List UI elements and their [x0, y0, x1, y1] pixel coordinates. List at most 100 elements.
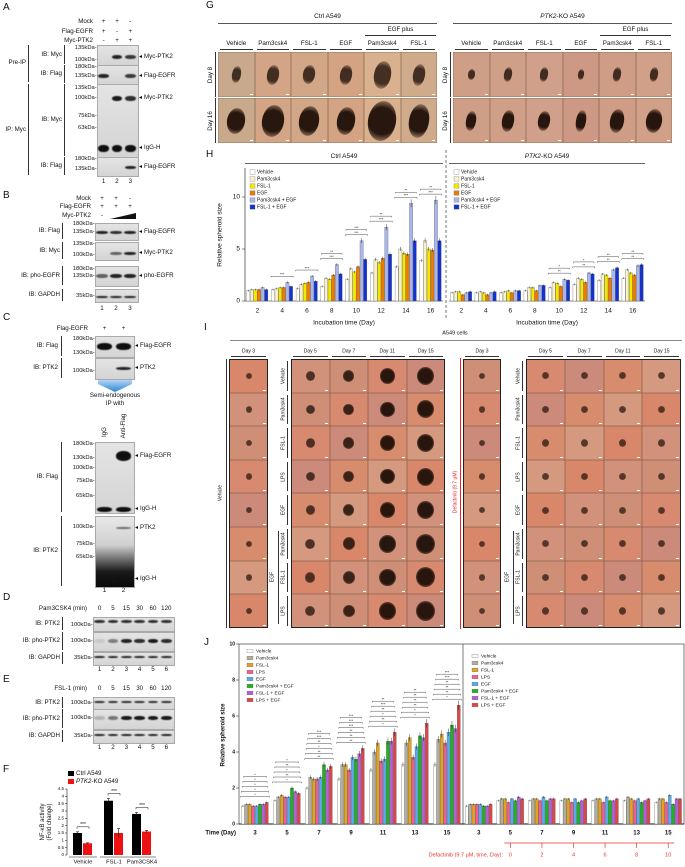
ib-label: IB: PTK2 [33, 363, 58, 371]
mw-marker: 135kDa- [74, 166, 97, 173]
spheroid [342, 604, 355, 618]
scale-bar [322, 94, 326, 95]
legend-label: Ctrl A549 [76, 770, 101, 776]
scale-bar [559, 591, 563, 593]
day-label: Day 11 [379, 348, 395, 355]
significance-bracket [369, 721, 397, 723]
significance-bracket [345, 234, 368, 236]
bracket-line [62, 223, 63, 239]
bar [325, 769, 330, 825]
spheroid [541, 540, 549, 548]
x-tick-label: 11 [602, 831, 609, 837]
scale-bar [630, 140, 634, 141]
legend-label: PTK2-KO A549 [76, 778, 118, 784]
scale-bar [637, 557, 641, 559]
significance-bracket [270, 276, 294, 278]
bar [384, 227, 389, 302]
spheroid [580, 607, 588, 615]
x-tick-label: 4 [484, 308, 488, 315]
row-bracket [215, 98, 216, 143]
scale-bar [598, 591, 602, 593]
x-tick-label: 7 [540, 831, 544, 837]
ib-label: IB: Myc [41, 115, 62, 123]
bar [531, 798, 536, 825]
spheroid [658, 540, 666, 548]
protein-band [124, 230, 136, 234]
spheroid [479, 607, 485, 615]
bracket-line [62, 289, 63, 301]
bar [289, 286, 293, 302]
bar [664, 802, 669, 825]
lane-number: 2 [114, 304, 118, 312]
significance-bracket [572, 266, 595, 269]
scale-bar [557, 94, 561, 95]
legend-label: Pam3csk4 + EGF [481, 688, 519, 694]
band-arrow-icon: ◂ [135, 341, 139, 349]
y-axis-title: Relative spheroid size [221, 703, 227, 767]
bar [566, 798, 570, 825]
bar [545, 800, 549, 825]
mw-marker: 180kDa- [72, 266, 95, 273]
band-label: Myc-PTK2 [144, 93, 173, 101]
band-arrow-icon: ◂ [135, 574, 139, 582]
lane-number: 2 [111, 665, 115, 673]
day-underline [408, 356, 443, 357]
ib-label: IB: Myc [39, 246, 60, 254]
y-tick-label: 0 [236, 298, 240, 305]
bar [306, 282, 311, 302]
significance-label: *** [80, 822, 86, 828]
legend-swatch [246, 663, 254, 667]
protein-band [134, 716, 145, 720]
y-tick-label: 8 [232, 677, 235, 683]
bracket-line [28, 84, 29, 175]
spheroid [580, 540, 588, 548]
legend-label: FSL-1 [481, 667, 494, 673]
spheroid [245, 406, 252, 413]
bar [523, 290, 528, 302]
bar [248, 804, 252, 825]
bar [621, 277, 626, 302]
day-label: Day 7 [342, 348, 356, 355]
bar [520, 798, 524, 825]
protein-band [147, 734, 159, 736]
bar [465, 805, 469, 825]
row-bracket [522, 461, 523, 492]
scale-bar [363, 389, 366, 391]
row-label: EGF [515, 505, 522, 516]
title-text: -KO A549 [556, 12, 585, 20]
row-label: Vehicle [515, 367, 522, 384]
category-label: Pam3CSK4 [127, 860, 158, 866]
significance-label: *** [445, 671, 450, 675]
spheroid [245, 372, 252, 379]
bar [283, 796, 287, 825]
spheroid [343, 437, 355, 449]
panel-label: B [3, 190, 10, 201]
bar [246, 290, 251, 302]
scale-bar [521, 140, 524, 141]
time-point: 30 [136, 604, 144, 612]
bar [290, 787, 294, 825]
bar [573, 798, 577, 825]
legend-label: Pam3csk4 [257, 176, 281, 182]
legend-label: EGF [461, 190, 471, 196]
bar [615, 267, 619, 302]
row-bracket [287, 361, 288, 391]
scale-bar [594, 94, 597, 95]
bar [83, 843, 92, 855]
y-tick-label: 4 [232, 749, 235, 755]
bar [377, 262, 381, 302]
x-tick-label: 14 [402, 308, 410, 315]
bar [308, 777, 313, 825]
scale-bar [496, 624, 499, 626]
spheroid [541, 607, 549, 615]
protein-band [134, 700, 145, 704]
bar [580, 800, 584, 825]
header-label: Mock [78, 17, 93, 25]
protein-band [161, 716, 172, 720]
panel-label: G [206, 0, 214, 11]
column-underline [329, 49, 362, 50]
scale-bar [559, 456, 563, 458]
band-label: Myc-PTK2 [144, 52, 173, 60]
header-label: Flag-EGFR [56, 324, 88, 332]
